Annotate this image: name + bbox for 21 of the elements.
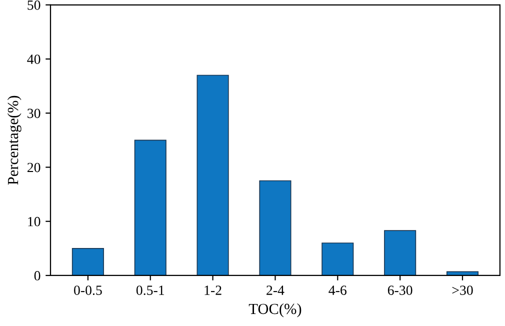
bar [134,140,166,276]
y-axis-title: Percentage(%) [7,96,22,185]
x-tick-label: >30 [452,286,473,295]
bar [196,74,229,276]
y-tick-label: 50 [28,0,40,10]
x-tick-label: 4-6 [328,286,346,295]
x-axis-title: TOC(%) [248,303,302,318]
bar [384,230,416,276]
x-tick-label: 1-2 [204,286,222,295]
y-tick-label: 10 [28,216,40,226]
x-tick-label: 0-0.5 [74,286,102,296]
x-tick-label: 6-30 [388,286,412,295]
x-tick-label: 2-4 [266,286,284,295]
bar [72,248,104,276]
y-tick-label: 20 [28,162,40,172]
y-tick-label: 0 [34,271,40,280]
y-tick-label: 30 [28,108,40,118]
x-tick-label: 0.5-1 [136,286,164,296]
y-tick-label: 40 [27,54,40,64]
bar [322,242,354,276]
bar [259,180,292,276]
